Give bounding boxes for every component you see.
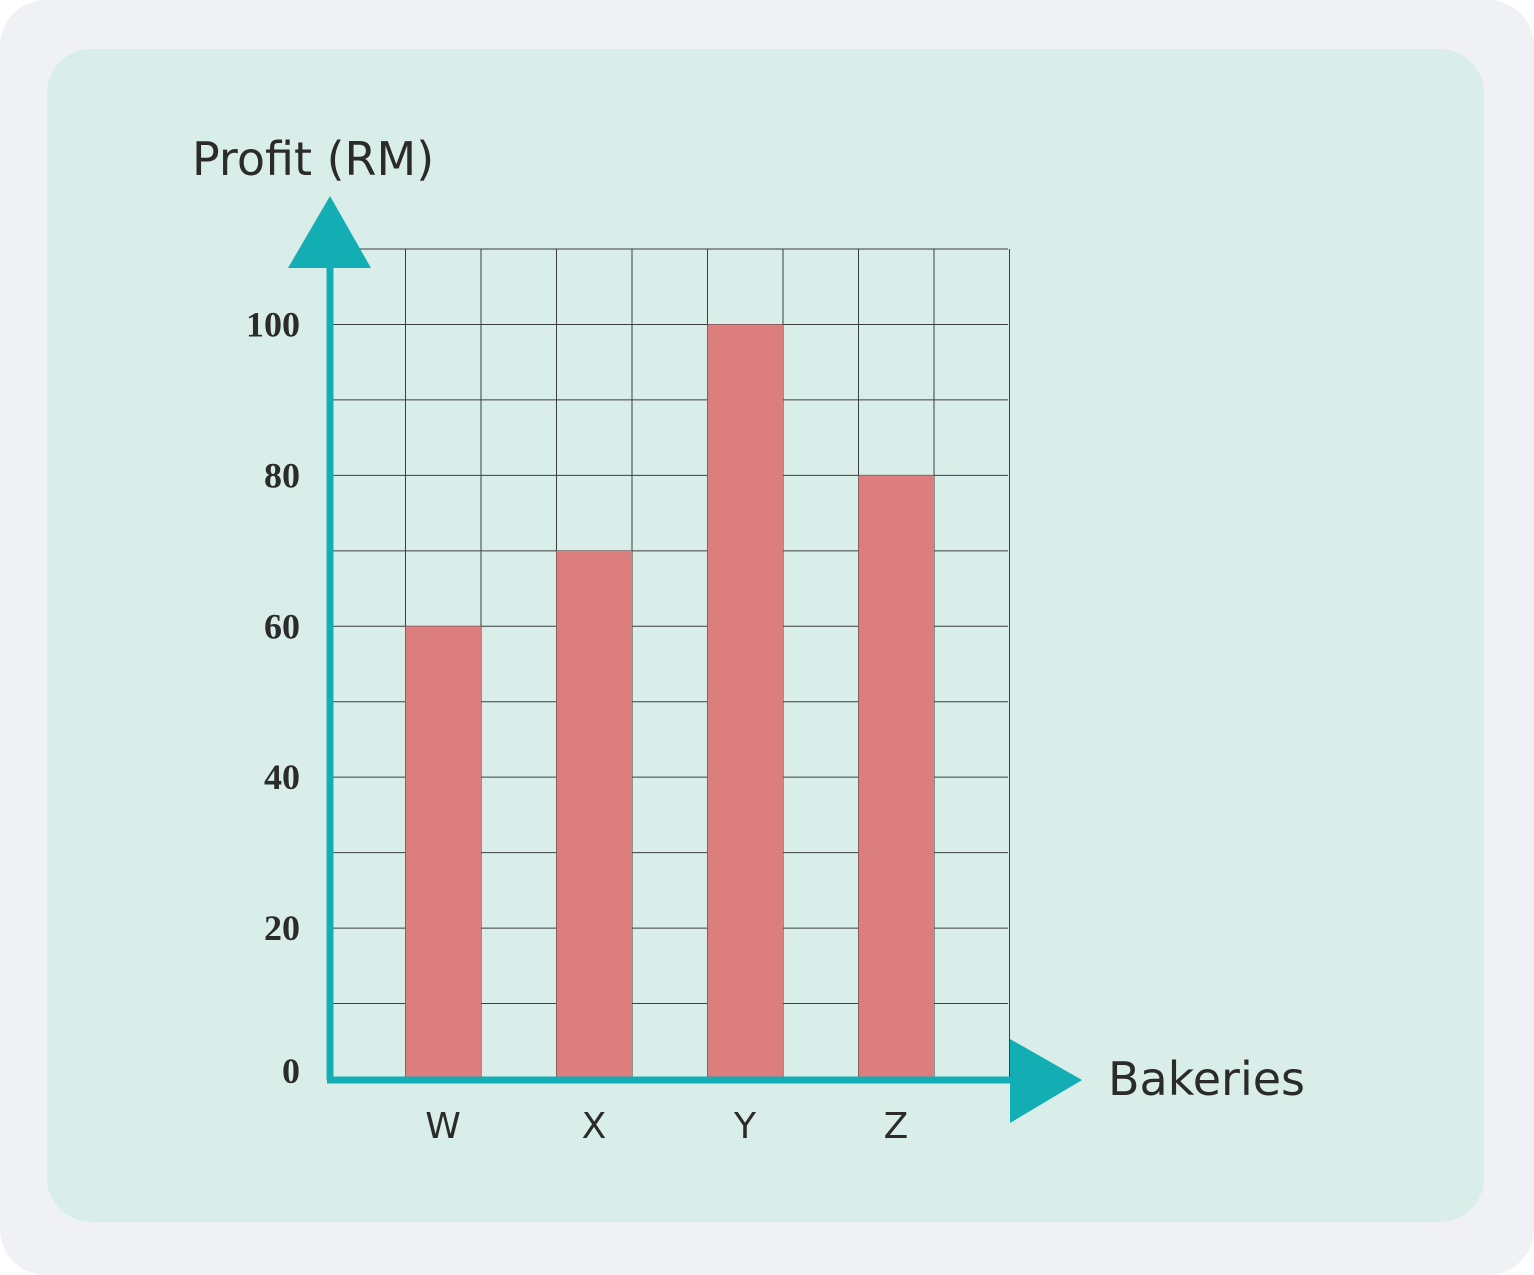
y-tick-labels: 0 20 40 60 80 100 bbox=[246, 304, 300, 1091]
bars bbox=[405, 324, 934, 1079]
bar-x bbox=[556, 550, 632, 1079]
axes bbox=[288, 196, 1082, 1123]
y-tick-label: 100 bbox=[246, 304, 300, 344]
bar-y bbox=[707, 324, 783, 1079]
bar-z bbox=[858, 475, 934, 1079]
y-tick-label: 40 bbox=[264, 757, 300, 797]
y-tick-label: 60 bbox=[264, 606, 300, 646]
y-axis-title: Profit (RM) bbox=[192, 132, 434, 186]
x-category-label: X bbox=[582, 1106, 607, 1147]
x-category-label: Y bbox=[733, 1106, 757, 1147]
y-axis-arrowhead-icon bbox=[288, 196, 371, 268]
bar-w bbox=[405, 626, 481, 1079]
x-category-label: Z bbox=[884, 1106, 909, 1147]
x-axis-title: Bakeries bbox=[1108, 1052, 1305, 1106]
x-category-label: W bbox=[425, 1106, 461, 1147]
x-category-labels: W X Y Z bbox=[425, 1106, 908, 1147]
y-tick-label: 20 bbox=[264, 908, 300, 948]
y-tick-label: 0 bbox=[282, 1051, 300, 1091]
x-axis-arrowhead-icon bbox=[1010, 1039, 1082, 1123]
y-tick-label: 80 bbox=[264, 455, 300, 495]
